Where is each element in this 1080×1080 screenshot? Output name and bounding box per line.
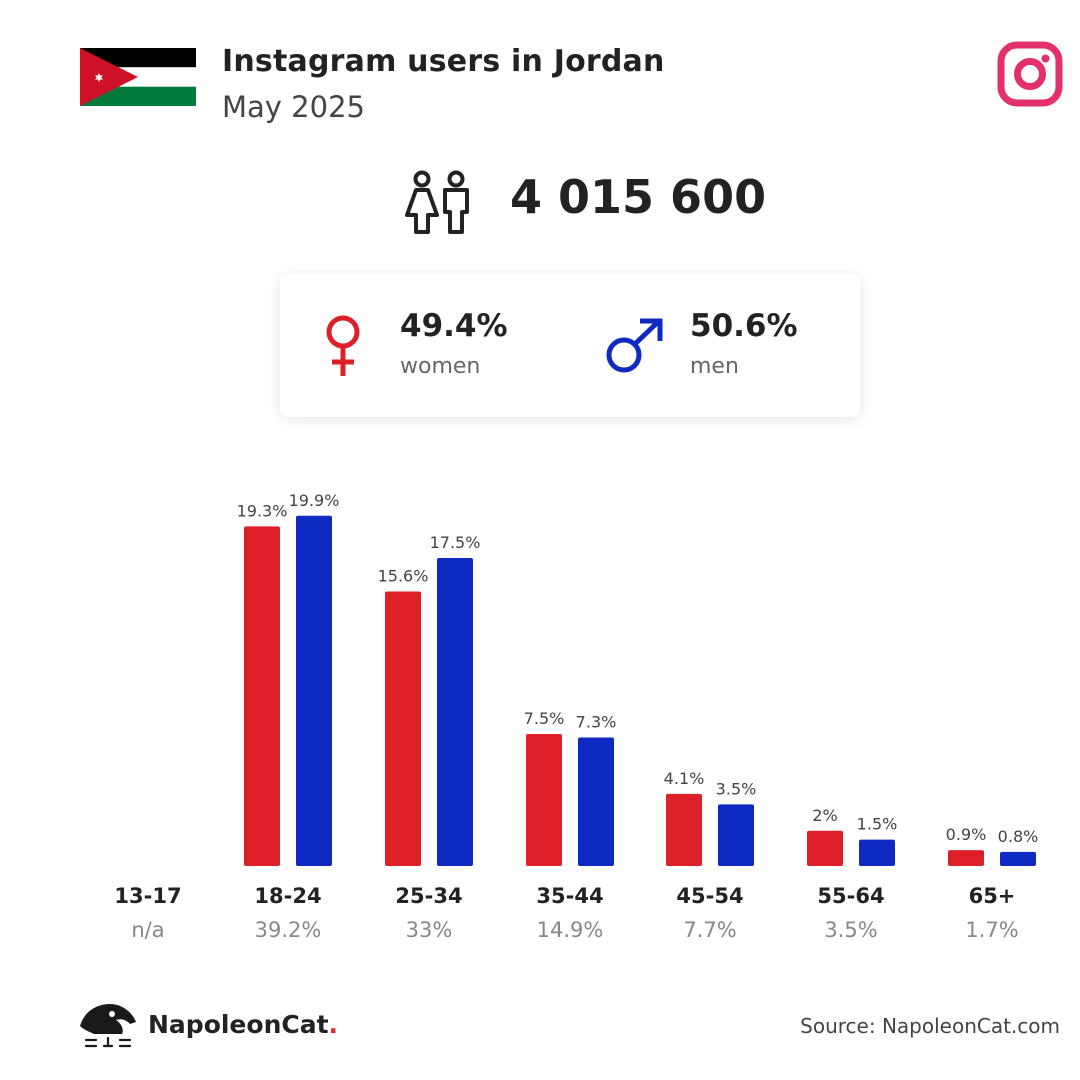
age-category-total: 39.2% (254, 918, 322, 942)
age-category-total: 1.7% (965, 918, 1019, 942)
male-icon (606, 318, 663, 373)
bar-data-label: 15.6% (378, 566, 429, 585)
instagram-icon (997, 41, 1063, 107)
total-users-value: 4 015 600 (510, 170, 767, 224)
brand-name: NapoleonCat. (148, 1010, 338, 1039)
bar-data-label: 7.5% (524, 709, 565, 728)
bar-men-25-34 (437, 558, 473, 866)
bar-women-25-34 (385, 591, 421, 866)
age-category-total: 14.9% (536, 918, 604, 942)
age-category-total: 33% (405, 918, 453, 942)
age-category-label: 55-64 (817, 884, 885, 908)
bar-data-label: 19.9% (289, 491, 340, 510)
age-category-label: 18-24 (254, 884, 322, 908)
bar-women-18-24 (244, 526, 280, 866)
bar-data-label: 0.9% (946, 825, 987, 844)
bar-men-35-44 (578, 737, 614, 866)
bar-women-45-54 (666, 793, 702, 866)
napoleoncat-logo-icon (80, 1004, 136, 1048)
brand-dot: . (328, 1010, 339, 1039)
age-category-label: 45-54 (676, 884, 744, 908)
brand-name-text: NapoleonCat (148, 1010, 329, 1039)
bar-data-label: 3.5% (716, 779, 757, 798)
age-category-label: 35-44 (536, 884, 604, 908)
age-category-label: 25-34 (395, 884, 463, 908)
age-category-label: 65+ (968, 884, 1016, 908)
people-icon (405, 170, 469, 234)
bar-data-label: 19.3% (237, 501, 288, 520)
age-category-label: 13-17 (114, 884, 182, 908)
women-percentage: 49.4% (400, 308, 508, 344)
bar-women-65+ (948, 850, 984, 866)
men-percentage: 50.6% (690, 308, 798, 344)
men-label: men (690, 354, 739, 379)
bar-data-label: 1.5% (857, 815, 898, 834)
bar-men-18-24 (296, 515, 332, 866)
bar-women-35-44 (526, 734, 562, 866)
age-gender-bar-chart: 19.3%19.9% 15.6%17.5% 7.5% 7.3% 4.1% 3.5% 2% 1.… (237, 491, 1039, 866)
age-category-total: 3.5% (824, 918, 878, 942)
age-category-total: 7.7% (683, 918, 737, 942)
source-credit: Source: NapoleonCat.com (800, 1014, 1060, 1038)
female-icon (326, 315, 360, 376)
age-category-total: n/a (131, 918, 165, 942)
bar-men-65+ (1000, 851, 1036, 866)
bar-data-label: 17.5% (430, 533, 481, 552)
bar-women-55-64 (807, 830, 843, 866)
bar-data-label: 2% (812, 806, 837, 825)
bar-data-label: 4.1% (664, 769, 705, 788)
bar-data-label: 7.3% (576, 713, 617, 732)
page-subtitle: May 2025 (222, 90, 365, 124)
women-label: women (400, 354, 481, 379)
bar-data-label: 0.8% (998, 827, 1039, 846)
bar-men-45-54 (718, 804, 754, 866)
jordan-flag-icon (80, 48, 196, 106)
gender-split-card (280, 274, 860, 417)
bar-men-55-64 (859, 839, 895, 866)
page-title: Instagram users in Jordan (222, 44, 665, 79)
